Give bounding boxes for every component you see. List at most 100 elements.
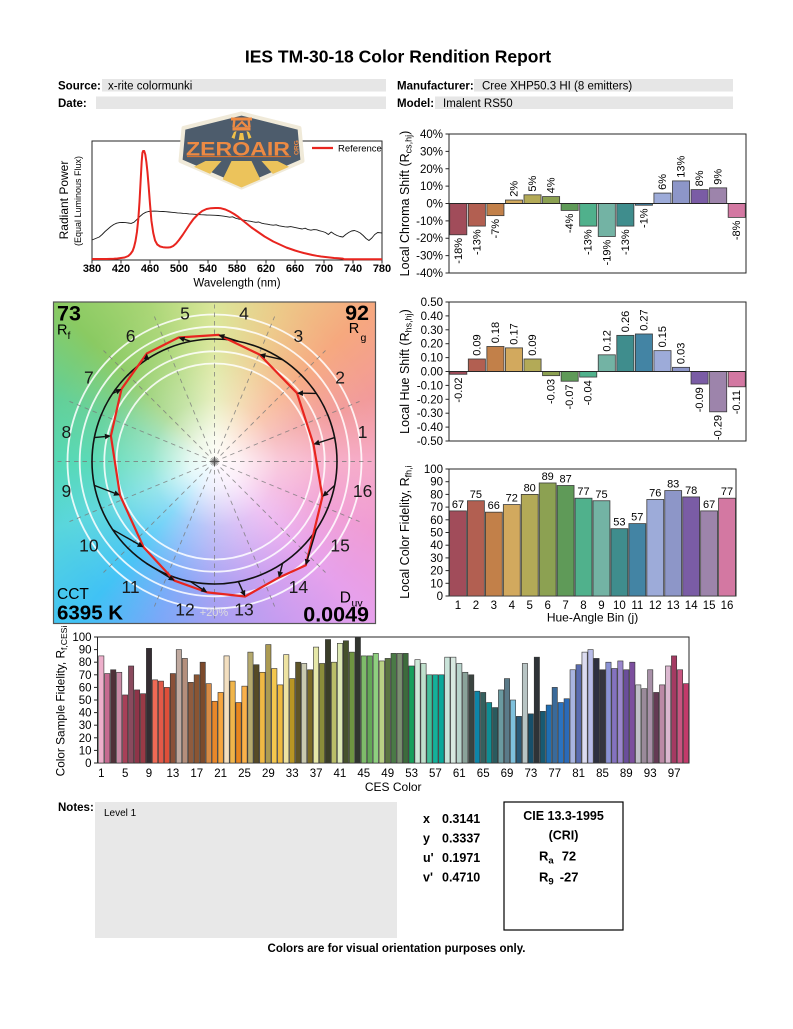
svg-text:89: 89 (620, 768, 633, 780)
svg-text:0%: 0% (426, 199, 443, 211)
svg-text:60: 60 (430, 515, 443, 527)
svg-text:83: 83 (667, 479, 679, 491)
svg-text:Radiant Power: Radiant Power (57, 161, 71, 240)
svg-text:57: 57 (631, 512, 643, 524)
svg-text:7: 7 (84, 368, 94, 388)
svg-text:81: 81 (572, 768, 585, 780)
svg-text:90: 90 (430, 477, 443, 489)
svg-text:-40%: -40% (416, 268, 443, 280)
svg-text:90: 90 (79, 645, 92, 657)
svg-text:g: g (361, 332, 367, 344)
svg-text:76: 76 (649, 488, 661, 500)
svg-text:Local Chroma Shift (Rcs,hj): Local Chroma Shift (Rcs,hj) (398, 131, 414, 277)
svg-text:2%: 2% (509, 181, 521, 197)
svg-text:13: 13 (167, 768, 180, 780)
svg-text:49: 49 (381, 768, 394, 780)
svg-text:6%: 6% (657, 174, 669, 190)
svg-text:20: 20 (79, 733, 92, 745)
svg-text:Local Color Fidelity, Rfh,i: Local Color Fidelity, Rfh,i (398, 465, 414, 598)
svg-text:0.15: 0.15 (657, 326, 669, 347)
svg-text:-13%: -13% (583, 229, 595, 255)
svg-text:40: 40 (79, 708, 92, 720)
svg-text:Cree XHP50.3 HI (8 emitters): Cree XHP50.3 HI (8 emitters) (482, 81, 632, 93)
svg-text:10: 10 (79, 535, 99, 555)
svg-text:660: 660 (286, 263, 304, 275)
svg-text:75: 75 (470, 489, 482, 501)
svg-text:ZEROAIR: ZEROAIR (186, 139, 290, 161)
svg-text:R: R (57, 323, 67, 339)
svg-text:0.10: 0.10 (421, 353, 443, 365)
svg-text:5%: 5% (527, 175, 539, 191)
svg-text:29: 29 (262, 768, 275, 780)
svg-text:Manufacturer:: Manufacturer: (397, 81, 474, 93)
svg-text:2: 2 (473, 600, 479, 612)
svg-text:0.18: 0.18 (490, 322, 502, 343)
svg-text:73: 73 (525, 768, 538, 780)
svg-text:-0.30: -0.30 (417, 408, 443, 420)
svg-text:-13%: -13% (471, 229, 483, 255)
svg-text:9: 9 (62, 481, 72, 501)
svg-text:540: 540 (199, 263, 217, 275)
svg-text:60: 60 (79, 682, 92, 694)
svg-text:6395 K: 6395 K (57, 602, 123, 625)
svg-text:0.1971: 0.1971 (442, 851, 480, 865)
svg-text:20%: 20% (420, 164, 443, 176)
svg-text:IES TM-30-18 Color Rendition R: IES TM-30-18 Color Rendition Report (245, 47, 551, 67)
svg-text:15: 15 (703, 600, 716, 612)
svg-text:72: 72 (506, 493, 518, 505)
svg-text:0.26: 0.26 (620, 311, 632, 332)
svg-text:65: 65 (477, 768, 490, 780)
svg-text:Model:: Model: (397, 98, 434, 110)
svg-text:67: 67 (703, 499, 715, 511)
svg-text:f: f (68, 330, 71, 342)
svg-text:-7%: -7% (490, 219, 502, 239)
svg-text:61: 61 (453, 768, 466, 780)
svg-text:x: x (423, 812, 430, 826)
svg-text:0.03: 0.03 (676, 343, 688, 364)
svg-text:41: 41 (334, 768, 347, 780)
svg-text:77: 77 (721, 486, 733, 498)
svg-text:3: 3 (491, 600, 497, 612)
svg-text:(CRI): (CRI) (549, 829, 579, 843)
svg-text:5: 5 (526, 600, 532, 612)
svg-text:-0.20: -0.20 (417, 394, 443, 406)
svg-text:0.30: 0.30 (421, 325, 443, 337)
svg-text:CES Color: CES Color (365, 780, 422, 794)
svg-text:87: 87 (559, 474, 571, 486)
svg-text:93: 93 (644, 768, 657, 780)
svg-text:x-rite colormunki: x-rite colormunki (108, 81, 192, 93)
svg-text:16: 16 (353, 481, 372, 501)
svg-text:66: 66 (488, 500, 500, 512)
svg-text:0.09: 0.09 (471, 334, 483, 355)
svg-text:0.3337: 0.3337 (442, 832, 480, 846)
svg-text:-8%: -8% (731, 220, 743, 240)
svg-text:10: 10 (79, 745, 92, 757)
svg-text:Imalent RS50: Imalent RS50 (443, 98, 513, 110)
svg-text:75: 75 (595, 489, 607, 501)
svg-text:53: 53 (613, 517, 625, 529)
svg-text:-13%: -13% (620, 229, 632, 255)
svg-text:3: 3 (294, 326, 304, 346)
svg-text:70: 70 (430, 502, 443, 514)
svg-text:-18%: -18% (453, 238, 465, 264)
svg-text:u': u' (423, 851, 434, 865)
svg-text:-0.40: -0.40 (417, 422, 443, 434)
svg-text:-0.04: -0.04 (583, 380, 595, 405)
svg-text:460: 460 (141, 263, 159, 275)
svg-text:2: 2 (335, 368, 345, 388)
svg-text:R: R (349, 321, 359, 337)
svg-text:4%: 4% (546, 177, 558, 193)
svg-text:0.4710: 0.4710 (442, 871, 480, 885)
svg-text:15: 15 (330, 535, 349, 555)
svg-text:-4%: -4% (564, 213, 576, 233)
svg-text:100: 100 (72, 632, 91, 644)
svg-text:Reference: Reference (338, 144, 382, 155)
svg-text:97: 97 (668, 768, 681, 780)
svg-text:-0.29: -0.29 (713, 415, 725, 440)
svg-text:33: 33 (286, 768, 299, 780)
svg-text:0.3141: 0.3141 (442, 812, 480, 826)
svg-text:20: 20 (430, 566, 443, 578)
svg-text:CCT: CCT (57, 586, 89, 603)
svg-text:Notes:: Notes: (58, 802, 94, 814)
svg-text:580: 580 (228, 263, 246, 275)
